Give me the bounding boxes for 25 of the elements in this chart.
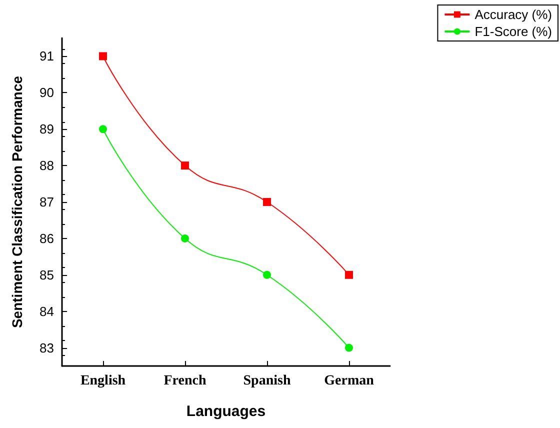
x-tick-label: Spanish (243, 374, 291, 388)
x-axis-title: Languages (186, 403, 266, 420)
y-tick-label: 87 (40, 194, 54, 210)
y-axis-title: Sentiment Classification Performance (9, 76, 25, 328)
y-tick-label: 89 (40, 122, 54, 137)
x-tick-label: English (80, 374, 126, 388)
y-tick-label: 88 (40, 158, 54, 174)
legend-label: F1-Score (%) (474, 24, 552, 39)
y-tick-label: 90 (40, 85, 54, 100)
x-tick-label: German (324, 374, 374, 388)
point (345, 344, 353, 352)
point (181, 162, 189, 170)
point (181, 234, 189, 242)
y-tick-label: 86 (40, 230, 54, 246)
point (263, 198, 271, 206)
x-tick-label: French (164, 374, 206, 388)
point (99, 125, 107, 134)
y-tick-label: 84 (40, 304, 54, 319)
legend-label: Accuracy (%) (474, 7, 552, 22)
y-tick-label: 85 (40, 267, 54, 282)
y-tick-label: 91 (40, 48, 54, 64)
point (345, 270, 353, 279)
point (263, 270, 271, 279)
y-tick-label: 83 (40, 340, 54, 356)
point (99, 52, 107, 60)
